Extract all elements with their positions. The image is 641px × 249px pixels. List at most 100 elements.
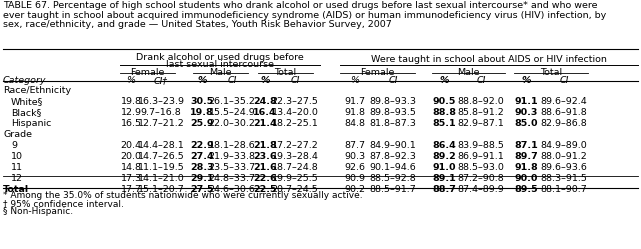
- Text: 9: 9: [11, 141, 17, 150]
- Text: %: %: [521, 76, 531, 85]
- Text: CI: CI: [388, 76, 397, 85]
- Text: 81.8–87.3: 81.8–87.3: [370, 119, 417, 128]
- Text: White§: White§: [11, 97, 43, 106]
- Text: 25.9: 25.9: [190, 119, 213, 128]
- Text: 18.2–25.1: 18.2–25.1: [272, 119, 319, 128]
- Text: 14.8: 14.8: [121, 163, 142, 172]
- Text: 89.8–93.3: 89.8–93.3: [369, 97, 417, 106]
- Text: 92.6: 92.6: [344, 163, 365, 172]
- Text: 88.5–91.7: 88.5–91.7: [370, 185, 417, 194]
- Text: 87.2–90.8: 87.2–90.8: [458, 174, 504, 183]
- Text: 91.1: 91.1: [514, 97, 538, 106]
- Text: Category: Category: [3, 76, 47, 85]
- Text: 14.7–26.5: 14.7–26.5: [138, 152, 185, 161]
- Text: 87.7: 87.7: [344, 141, 365, 150]
- Text: %: %: [439, 76, 449, 85]
- Text: 12.7–21.2: 12.7–21.2: [138, 119, 185, 128]
- Text: 90.3: 90.3: [514, 108, 538, 117]
- Text: 84.9–90.1: 84.9–90.1: [370, 141, 417, 150]
- Text: Total: Total: [3, 185, 29, 194]
- Text: %: %: [126, 76, 135, 85]
- Text: 14.4–28.1: 14.4–28.1: [138, 141, 185, 150]
- Text: 89.7: 89.7: [514, 152, 538, 161]
- Text: 17.3: 17.3: [121, 174, 142, 183]
- Text: 88.5–92.8: 88.5–92.8: [370, 174, 417, 183]
- Text: Race/Ethnicity: Race/Ethnicity: [3, 86, 71, 95]
- Text: Total: Total: [540, 68, 562, 77]
- Text: 17.2–27.2: 17.2–27.2: [272, 141, 319, 150]
- Text: * Among the 35.0% of students nationwide who were currently sexually active.: * Among the 35.0% of students nationwide…: [3, 191, 363, 200]
- Text: 24.8: 24.8: [253, 97, 277, 106]
- Text: 84.9–89.0: 84.9–89.0: [540, 141, 587, 150]
- Text: 21.8: 21.8: [253, 141, 277, 150]
- Text: 91.8: 91.8: [514, 163, 538, 172]
- Text: 20.0: 20.0: [121, 152, 142, 161]
- Text: 85.0: 85.0: [514, 119, 538, 128]
- Text: 89.2: 89.2: [432, 152, 456, 161]
- Text: CI: CI: [560, 76, 569, 85]
- Text: CI: CI: [290, 76, 300, 85]
- Text: 91.0: 91.0: [432, 163, 456, 172]
- Text: 88.8: 88.8: [432, 108, 456, 117]
- Text: 88.1–90.7: 88.1–90.7: [540, 185, 587, 194]
- Text: 22.3–27.5: 22.3–27.5: [272, 97, 319, 106]
- Text: 89.6–93.6: 89.6–93.6: [540, 163, 587, 172]
- Text: %: %: [260, 76, 270, 85]
- Text: 82.9–87.1: 82.9–87.1: [458, 119, 504, 128]
- Text: 15.1–20.7: 15.1–20.7: [138, 185, 185, 194]
- Text: 16.3–23.9: 16.3–23.9: [138, 97, 185, 106]
- Text: ever taught in school about acquired immunodeficiency syndrome (AIDS) or human i: ever taught in school about acquired imm…: [3, 10, 606, 19]
- Text: 91.7: 91.7: [344, 97, 365, 106]
- Text: CI: CI: [228, 76, 237, 85]
- Text: 24.8–33.7: 24.8–33.7: [208, 174, 256, 183]
- Text: 11.1–19.5: 11.1–19.5: [138, 163, 185, 172]
- Text: 91.8: 91.8: [344, 108, 365, 117]
- Text: Male: Male: [457, 68, 479, 77]
- Text: 82.9–86.8: 82.9–86.8: [540, 119, 587, 128]
- Text: 88.3–91.5: 88.3–91.5: [540, 174, 587, 183]
- Text: 88.8–92.0: 88.8–92.0: [458, 97, 504, 106]
- Text: 21.6: 21.6: [253, 163, 277, 172]
- Text: 21.9–33.8: 21.9–33.8: [208, 152, 256, 161]
- Text: 87.8–92.3: 87.8–92.3: [370, 152, 417, 161]
- Text: 85.1: 85.1: [432, 119, 456, 128]
- Text: CI: CI: [476, 76, 486, 85]
- Text: 17.7: 17.7: [121, 185, 142, 194]
- Text: Female: Female: [360, 68, 394, 77]
- Text: 89.6–92.4: 89.6–92.4: [540, 97, 587, 106]
- Text: 83.9–88.5: 83.9–88.5: [458, 141, 504, 150]
- Text: Drank alcohol or used drugs before: Drank alcohol or used drugs before: [136, 53, 304, 62]
- Text: 28.3: 28.3: [190, 163, 214, 172]
- Text: 19.8: 19.8: [190, 108, 214, 117]
- Text: 27.5: 27.5: [190, 185, 213, 194]
- Text: 27.4: 27.4: [190, 152, 214, 161]
- Text: 88.5–93.0: 88.5–93.0: [458, 163, 504, 172]
- Text: 90.1–94.6: 90.1–94.6: [370, 163, 417, 172]
- Text: 22.6: 22.6: [253, 174, 277, 183]
- Text: 13.4–20.0: 13.4–20.0: [272, 108, 319, 117]
- Text: 85.8–91.2: 85.8–91.2: [458, 108, 504, 117]
- Text: Hispanic: Hispanic: [11, 119, 51, 128]
- Text: 18.7–24.8: 18.7–24.8: [272, 163, 319, 172]
- Text: Male: Male: [209, 68, 231, 77]
- Text: 87.4–89.9: 87.4–89.9: [458, 185, 504, 194]
- Text: 87.1: 87.1: [514, 141, 538, 150]
- Text: 21.4: 21.4: [253, 119, 277, 128]
- Text: 15.5–24.9: 15.5–24.9: [208, 108, 255, 117]
- Text: 90.3: 90.3: [344, 152, 365, 161]
- Text: 89.8–93.5: 89.8–93.5: [370, 108, 417, 117]
- Text: 86.9–91.1: 86.9–91.1: [458, 152, 504, 161]
- Text: %: %: [197, 76, 207, 85]
- Text: 26.1–35.2: 26.1–35.2: [208, 97, 255, 106]
- Text: 22.0–30.2: 22.0–30.2: [208, 119, 255, 128]
- Text: 89.1: 89.1: [432, 174, 456, 183]
- Text: 90.0: 90.0: [514, 174, 538, 183]
- Text: 86.4: 86.4: [432, 141, 456, 150]
- Text: 30.5: 30.5: [190, 97, 213, 106]
- Text: † 95% confidence interval.: † 95% confidence interval.: [3, 199, 124, 208]
- Text: 16.4: 16.4: [253, 108, 277, 117]
- Text: 90.9: 90.9: [344, 174, 365, 183]
- Text: 12: 12: [11, 174, 23, 183]
- Text: 88.0–91.2: 88.0–91.2: [540, 152, 587, 161]
- Text: 84.8: 84.8: [344, 119, 365, 128]
